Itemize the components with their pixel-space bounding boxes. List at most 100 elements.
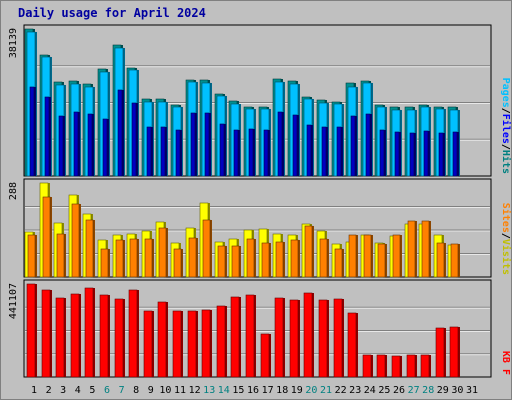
day-label-14: 14 [218,385,230,396]
bar-pages-day-10 [160,126,167,177]
legend-entry-files: Files [500,114,512,144]
bar-pages-day-17 [263,129,270,177]
bar-pages-day-29 [438,132,445,177]
bar-pages-day-19 [292,114,299,177]
bar-kb-f-day-10 [157,301,168,378]
y-max-label: 441107 [8,283,19,319]
bar-sites-day-23 [348,234,358,278]
bar-kb-f-day-11 [172,310,183,378]
bar-pages-day-8 [131,102,138,177]
bar-kb-f-day-12 [187,310,198,378]
day-label-11: 11 [174,385,186,396]
day-label-9: 9 [148,385,154,396]
day-label-4: 4 [75,385,81,396]
bar-kb-f-day-27 [406,354,417,378]
bar-sites-day-14 [217,245,227,278]
bar-pages-day-9 [146,126,153,177]
day-label-6: 6 [104,385,110,396]
bar-sites-day-12 [188,237,198,278]
bar-kb-f-day-28 [420,354,431,378]
legend-entry-visits: Visits [500,239,512,275]
bar-sites-day-17 [261,242,271,278]
bar-sites-day-10 [158,227,168,278]
bar-kb-f-day-21 [318,299,329,378]
legend-entry-kb-f: KB F [500,351,511,375]
bar-sites-day-19 [290,239,300,278]
bar-pages-day-6 [102,118,109,177]
day-label-12: 12 [189,385,201,396]
day-label-29: 29 [437,385,449,396]
day-label-20: 20 [305,385,317,396]
bar-sites-day-7 [115,239,125,278]
bar-kb-f-day-25 [376,354,387,378]
bar-pages-day-27 [409,132,416,177]
bar-pages-day-23 [350,115,357,177]
y-max-label: 38139 [8,28,19,58]
day-label-7: 7 [119,385,125,396]
bar-pages-day-14 [219,123,226,177]
day-label-2: 2 [46,385,52,396]
bar-pages-day-16 [248,128,255,177]
bar-pages-day-30 [452,131,459,177]
day-label-10: 10 [159,385,171,396]
legend-middle: Sites/Visits [500,203,512,275]
day-label-23: 23 [349,385,361,396]
bar-sites-day-28 [421,220,431,278]
day-label-3: 3 [60,385,66,396]
day-label-8: 8 [133,385,139,396]
bar-kb-f-day-19 [289,299,300,378]
bar-kb-f-day-6 [99,294,110,378]
bar-sites-day-20 [304,225,314,278]
bar-pages-day-13 [204,112,211,177]
bar-sites-day-1 [27,234,37,278]
bar-sites-day-25 [377,243,387,278]
bar-pages-day-28 [423,130,430,177]
day-label-25: 25 [378,385,390,396]
day-label-24: 24 [364,385,376,396]
day-label-28: 28 [422,385,434,396]
bar-kb-f-day-24 [362,354,373,378]
bar-kb-f-day-30 [449,326,460,378]
day-label-30: 30 [451,385,463,396]
legend-entry-pages: Pages [500,78,511,108]
bar-sites-day-18 [275,241,285,278]
bar-kb-f-day-15 [230,296,241,378]
bar-sites-day-13 [202,219,212,278]
bar-kb-f-day-22 [333,298,344,378]
bar-pages-day-12 [190,112,197,177]
bar-sites-day-4 [71,203,81,278]
bar-sites-day-24 [363,234,373,278]
bar-sites-day-15 [231,245,241,278]
day-label-26: 26 [393,385,405,396]
bar-pages-day-2 [44,96,51,177]
legend-separator: / [500,233,511,239]
bar-pages-day-7 [117,89,124,177]
day-label-19: 19 [291,385,303,396]
day-label-27: 27 [408,385,420,396]
day-label-13: 13 [203,385,215,396]
bar-sites-day-9 [144,238,154,278]
bar-kb-f-day-13 [201,309,212,378]
bar-sites-day-2 [42,196,52,278]
day-label-22: 22 [335,385,347,396]
bar-kb-f-day-26 [391,355,402,378]
bar-sites-day-5 [85,219,95,278]
legend-entry-sites: Sites [500,203,512,233]
day-label-31: 31 [466,385,478,396]
bar-kb-f-day-2 [41,289,52,378]
chart-title: Daily usage for April 2024 [18,6,206,20]
bar-sites-day-3 [56,233,66,278]
bar-kb-f-day-23 [347,312,358,378]
day-label-17: 17 [262,385,274,396]
bar-sites-day-22 [334,248,344,278]
bar-kb-f-day-16 [245,294,256,378]
bar-sites-day-29 [436,242,446,278]
panel-bottom: 441107 KB F [8,279,511,378]
bar-kb-f-day-3 [55,297,66,378]
bar-sites-day-27 [407,220,417,278]
bar-kb-f-day-1 [26,283,37,378]
bar-pages-day-4 [73,111,80,177]
bar-sites-day-26 [392,234,402,278]
bar-sites-day-16 [246,238,256,278]
